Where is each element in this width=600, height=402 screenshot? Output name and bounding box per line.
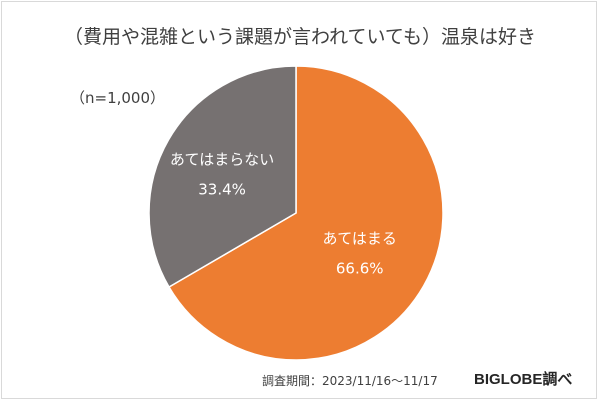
- slice-value-label-1: 66.6%: [336, 260, 384, 278]
- slice-value-label-2: 33.4%: [198, 181, 246, 199]
- survey-period: 調査期間：2023/11/16～11/17: [262, 374, 438, 388]
- pie-slice-1: [167, 65, 444, 361]
- chart-title: （費用や混雑という課題が言われていても）温泉は好き: [64, 26, 536, 48]
- pie-slice-2: [148, 65, 297, 289]
- slice-label-1: あてはまる: [323, 230, 397, 248]
- source-label: BIGLOBE調べ: [474, 371, 573, 388]
- sample-size-label: （n=1,000）: [70, 89, 166, 107]
- slice-label-2: あてはまらない: [170, 151, 274, 169]
